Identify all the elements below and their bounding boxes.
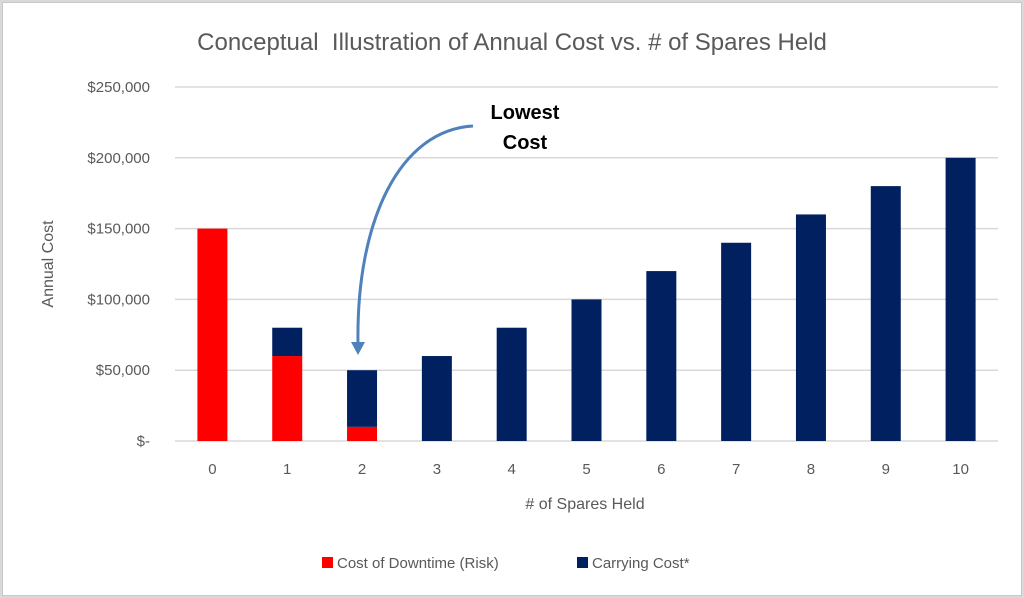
x-axis-ticks: 0 1 2 3 4 5 6 7 8 9 10 xyxy=(208,461,969,478)
bar-carrying-6 xyxy=(646,271,677,441)
legend-swatch xyxy=(577,557,588,568)
x-tick-label: 8 xyxy=(807,461,815,478)
legend-swatch xyxy=(322,557,333,568)
y-tick-label: $200,000 xyxy=(87,150,150,167)
bar-carrying-2 xyxy=(347,370,378,427)
annotation-arrow xyxy=(356,124,474,345)
x-tick-label: 10 xyxy=(952,461,969,478)
legend: Cost of Downtime (Risk) Carrying Cost* xyxy=(322,555,690,572)
x-tick-label: 7 xyxy=(732,461,740,478)
bar-carrying-3 xyxy=(421,356,452,441)
x-tick-label: 9 xyxy=(882,461,890,478)
x-tick-label: 5 xyxy=(582,461,590,478)
bar-carrying-4 xyxy=(496,327,527,441)
y-tick-label: $- xyxy=(137,433,150,450)
bar-downtime-2 xyxy=(347,426,378,441)
bar-carrying-10 xyxy=(945,157,976,442)
x-tick-label: 3 xyxy=(433,461,441,478)
y-tick-label: $250,000 xyxy=(87,79,150,96)
legend-label: Cost of Downtime (Risk) xyxy=(337,555,499,572)
bar-downtime-0 xyxy=(197,228,228,441)
bar-downtime-1 xyxy=(272,356,303,441)
y-tick-label: $150,000 xyxy=(87,221,150,238)
chart-title: Conceptual Illustration of Annual Cost v… xyxy=(197,29,827,56)
annotation-line-1: Lowest xyxy=(491,102,560,124)
annotation-line-2: Cost xyxy=(503,132,548,154)
bar-carrying-5 xyxy=(571,299,602,441)
bar-carrying-7 xyxy=(721,242,752,441)
bar-carrying-1 xyxy=(272,327,303,357)
legend-item: Cost of Downtime (Risk) xyxy=(322,555,499,572)
bars xyxy=(197,157,976,442)
gridlines xyxy=(175,86,998,442)
x-tick-label: 0 xyxy=(208,461,216,478)
arrow-head-icon xyxy=(351,342,365,355)
legend-label: Carrying Cost* xyxy=(592,555,690,572)
lowest-cost-annotation: Lowest Cost xyxy=(351,102,560,355)
x-tick-label: 2 xyxy=(358,461,366,478)
x-tick-label: 6 xyxy=(657,461,665,478)
bar-carrying-9 xyxy=(870,186,901,441)
x-tick-label: 1 xyxy=(283,461,291,478)
bar-carrying-8 xyxy=(795,214,826,441)
x-axis-label: # of Spares Held xyxy=(525,496,644,513)
y-tick-label: $50,000 xyxy=(96,362,150,379)
y-axis-ticks: $- $50,000 $100,000 $150,000 $200,000 $250,00… xyxy=(87,79,150,450)
y-tick-label: $100,000 xyxy=(87,291,150,308)
legend-item: Carrying Cost* xyxy=(577,555,690,572)
x-tick-label: 4 xyxy=(508,461,516,478)
y-axis-label: Annual Cost xyxy=(40,220,57,308)
